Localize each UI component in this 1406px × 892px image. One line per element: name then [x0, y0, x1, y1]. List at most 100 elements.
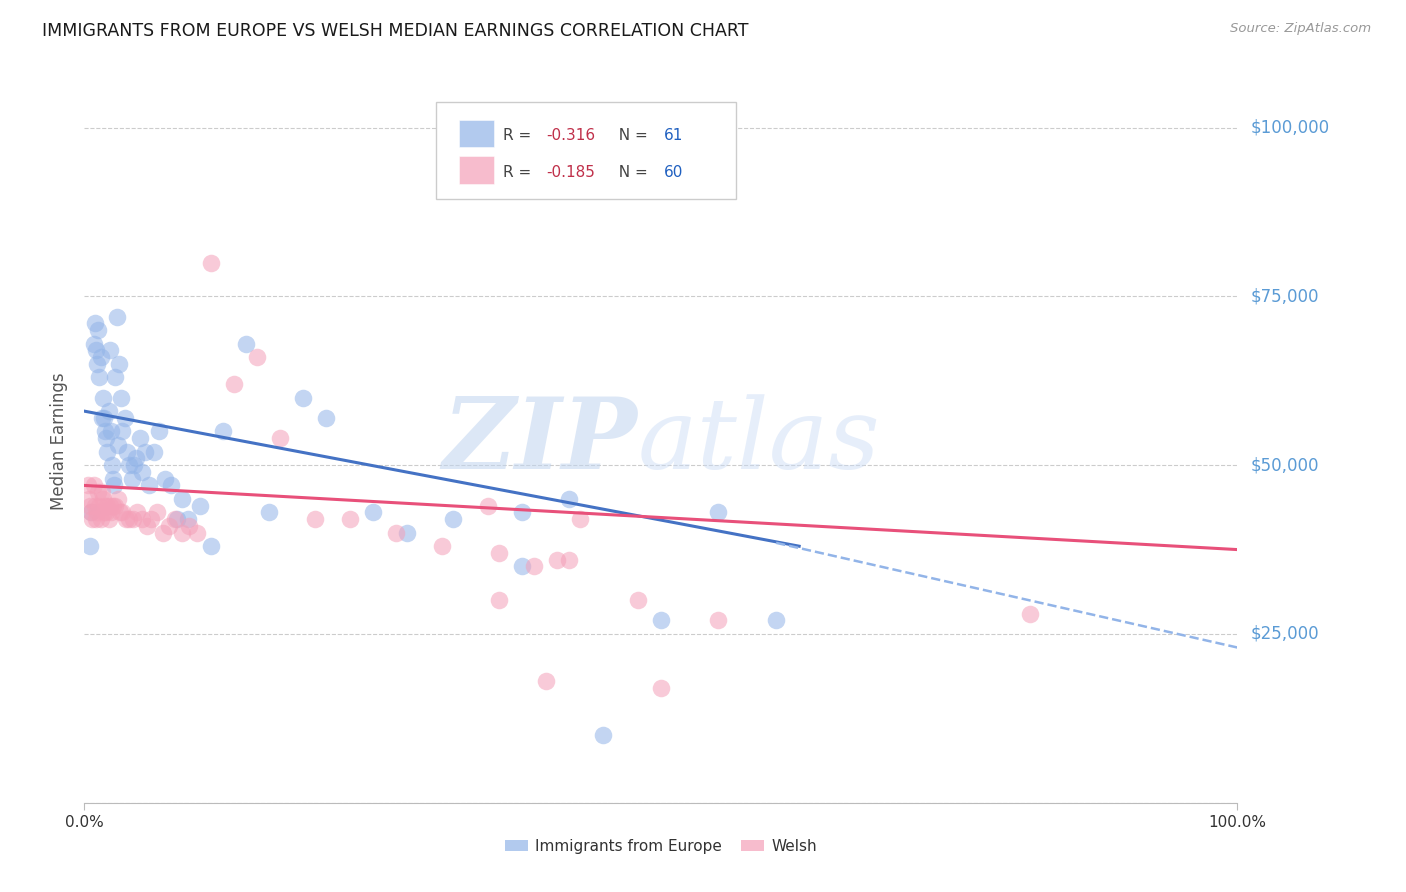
- Point: [765, 614, 787, 628]
- Point: [104, 499, 127, 513]
- Point: [94, 499, 117, 513]
- Point: [105, 310, 128, 324]
- Point: [98, 343, 121, 358]
- Point: [488, 593, 510, 607]
- Point: [534, 674, 557, 689]
- Point: [257, 505, 280, 519]
- Point: [200, 539, 222, 553]
- Point: [592, 728, 614, 742]
- Text: Source: ZipAtlas.com: Source: ZipAtlas.com: [1230, 22, 1371, 36]
- Point: [441, 512, 464, 526]
- Point: [430, 539, 453, 553]
- Point: [546, 552, 568, 566]
- Point: [246, 350, 269, 364]
- Point: [146, 505, 169, 519]
- Point: [224, 377, 246, 392]
- Point: [100, 505, 122, 519]
- Point: [86, 505, 108, 519]
- Point: [127, 505, 149, 519]
- Text: R =: R =: [503, 164, 536, 179]
- Point: [152, 525, 174, 540]
- Text: IMMIGRANTS FROM EUROPE VS WELSH MEDIAN EARNINGS CORRELATION CHART: IMMIGRANTS FROM EUROPE VS WELSH MEDIAN E…: [42, 22, 748, 40]
- Point: [1018, 607, 1040, 621]
- Point: [84, 512, 107, 526]
- Text: -0.316: -0.316: [547, 128, 596, 144]
- Point: [96, 431, 118, 445]
- Point: [93, 411, 115, 425]
- Point: [292, 391, 315, 405]
- Point: [89, 370, 111, 384]
- Point: [160, 478, 183, 492]
- Point: [153, 472, 176, 486]
- Text: R =: R =: [503, 128, 536, 144]
- Text: N =: N =: [609, 164, 652, 179]
- Text: -0.185: -0.185: [547, 164, 596, 179]
- Point: [111, 505, 134, 519]
- Point: [384, 525, 406, 540]
- Text: atlas: atlas: [638, 394, 880, 489]
- Y-axis label: Median Earnings: Median Earnings: [51, 373, 69, 510]
- Point: [104, 370, 127, 384]
- Point: [125, 451, 148, 466]
- Point: [165, 512, 187, 526]
- Point: [269, 431, 291, 445]
- Point: [87, 485, 110, 500]
- Point: [138, 478, 160, 492]
- Point: [97, 512, 120, 526]
- Text: 60: 60: [664, 164, 683, 179]
- Point: [89, 512, 111, 526]
- Text: $50,000: $50,000: [1251, 456, 1320, 475]
- Point: [80, 505, 103, 519]
- Point: [90, 485, 112, 500]
- Point: [557, 491, 579, 506]
- Point: [103, 472, 124, 486]
- Point: [569, 512, 592, 526]
- Point: [96, 505, 118, 519]
- Text: ZIP: ZIP: [443, 393, 638, 490]
- Point: [83, 499, 105, 513]
- Point: [211, 425, 233, 439]
- Point: [134, 444, 156, 458]
- Point: [557, 552, 579, 566]
- Point: [186, 525, 208, 540]
- FancyBboxPatch shape: [460, 156, 494, 184]
- Point: [172, 491, 194, 506]
- Point: [512, 505, 534, 519]
- Point: [131, 465, 153, 479]
- Point: [114, 411, 136, 425]
- Point: [512, 559, 534, 574]
- Text: $25,000: $25,000: [1251, 625, 1320, 643]
- Point: [83, 317, 105, 331]
- Point: [107, 438, 129, 452]
- Point: [101, 458, 124, 472]
- Point: [84, 343, 107, 358]
- Point: [103, 499, 124, 513]
- Point: [650, 681, 672, 695]
- Point: [83, 478, 105, 492]
- Point: [523, 559, 546, 574]
- Text: $100,000: $100,000: [1251, 119, 1330, 136]
- Point: [707, 614, 730, 628]
- Point: [188, 499, 211, 513]
- Point: [488, 546, 510, 560]
- Point: [115, 512, 138, 526]
- Point: [77, 491, 100, 506]
- Point: [108, 357, 131, 371]
- Point: [89, 350, 111, 364]
- Point: [96, 444, 118, 458]
- Point: [121, 512, 143, 526]
- Point: [89, 499, 111, 513]
- Point: [91, 491, 114, 506]
- Point: [128, 431, 150, 445]
- Point: [118, 458, 141, 472]
- Point: [142, 444, 165, 458]
- Point: [97, 404, 120, 418]
- Point: [304, 512, 326, 526]
- Text: $75,000: $75,000: [1251, 287, 1320, 305]
- Point: [141, 512, 163, 526]
- Point: [177, 512, 200, 526]
- Point: [650, 614, 672, 628]
- Point: [122, 458, 145, 472]
- Point: [157, 519, 180, 533]
- Point: [110, 391, 132, 405]
